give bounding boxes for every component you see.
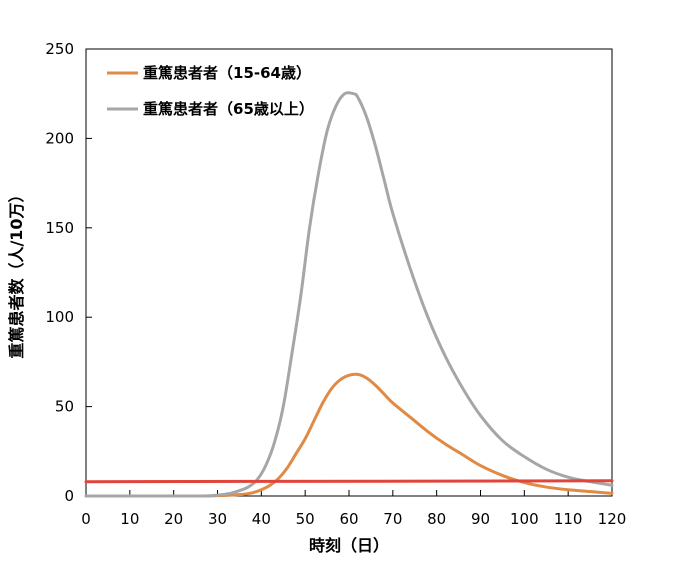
legend-label: 重篤患者者（65歳以上）: [143, 100, 314, 118]
series-line-1: [84, 372, 614, 498]
y-tick-label: 250: [45, 40, 74, 58]
x-tick-label: 10: [120, 510, 139, 528]
legend: 重篤患者者（15-64歳） 重篤患者者（65歳以上）: [107, 64, 314, 118]
x-tick-label: 70: [383, 510, 402, 528]
x-axis-title: 時刻（日）: [309, 536, 389, 555]
x-tick-label: 40: [252, 510, 271, 528]
x-tick-label: 50: [296, 510, 315, 528]
y-tick-label: 100: [45, 308, 74, 326]
x-tick-label: 90: [471, 510, 490, 528]
y-tick-label: 0: [64, 487, 74, 505]
series-line-3: [84, 479, 614, 484]
x-tick-label: 0: [81, 510, 91, 528]
x-tick-label: 120: [598, 510, 627, 528]
x-axis: 0 10 20 30 40 50 60 70 80 90 100 110 120: [81, 490, 626, 528]
x-tick-label: 80: [427, 510, 446, 528]
series-line-2: [84, 91, 614, 498]
y-axis: 0 50 100 150 200 250: [45, 40, 92, 505]
y-tick-label: 50: [55, 398, 74, 416]
x-tick-label: 30: [208, 510, 227, 528]
x-tick-label: 100: [510, 510, 539, 528]
series-layer: [84, 91, 614, 498]
y-tick-label: 150: [45, 219, 74, 237]
x-tick-label: 20: [164, 510, 183, 528]
x-tick-label: 110: [554, 510, 583, 528]
x-tick-label: 60: [339, 510, 358, 528]
y-axis-title: 重篤患者数（人/10万）: [7, 186, 26, 358]
y-tick-label: 200: [45, 129, 74, 147]
legend-label: 重篤患者者（15-64歳）: [143, 64, 311, 82]
